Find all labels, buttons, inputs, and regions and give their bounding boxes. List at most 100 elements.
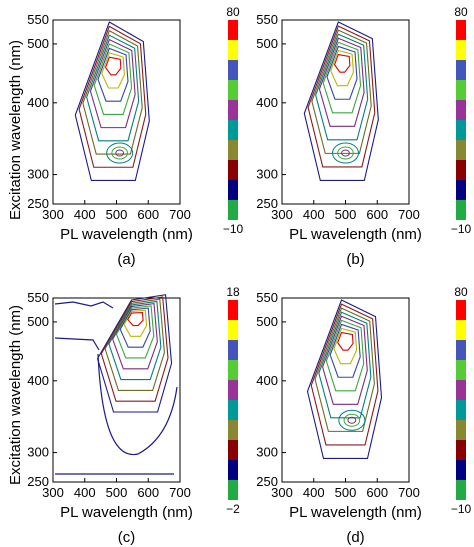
colorbar-segment: [456, 140, 466, 160]
colorbar-min-label: −10: [223, 222, 244, 236]
colorbar-max-label: 80: [226, 5, 240, 19]
contour-level-4: [86, 34, 140, 142]
x-tick-label: 600: [366, 485, 388, 500]
y-tick-label: 500: [256, 314, 278, 329]
colorbar-segment: [228, 120, 238, 140]
contour-level-2: [310, 303, 379, 446]
contour-level-5: [318, 37, 365, 127]
contour-level-8: [101, 52, 125, 89]
y-tick-label: 500: [27, 314, 49, 329]
colorbar-segment: [456, 420, 466, 440]
contour-level-4: [318, 311, 372, 419]
contour-level-6: [93, 43, 133, 115]
colorbar-segment: [228, 300, 238, 320]
colorbar-segment: [456, 440, 466, 460]
colorbar-segment: [456, 320, 466, 340]
colorbar-segment: [228, 80, 238, 100]
y-tick-label: 550: [27, 12, 49, 27]
y-tick-label: 300: [256, 445, 278, 460]
contour-level-6: [322, 41, 362, 114]
colorbar-segment: [456, 300, 466, 320]
contour-level-8: [333, 327, 358, 365]
y-tick-label: 300: [27, 167, 49, 182]
colorbar-max-label: 18: [226, 285, 240, 299]
x-tick-label: 400: [303, 207, 325, 222]
colorbar-segment: [456, 340, 466, 360]
colorbar-segment: [228, 480, 238, 500]
colorbar-segment: [456, 80, 466, 100]
contour-level-4: [315, 33, 369, 141]
x-tick-label: 500: [106, 485, 128, 500]
background-noise-contour: [54, 301, 174, 475]
y-tick-label: 300: [27, 445, 49, 460]
x-tick-label: 300: [42, 207, 64, 222]
colorbar-segment: [228, 140, 238, 160]
x-tick-label: 700: [398, 207, 420, 222]
x-axis-title: PL wavelength (nm): [289, 226, 422, 243]
colorbar-segment: [456, 360, 466, 380]
colorbar-segment: [456, 120, 466, 140]
contour-level-4: [108, 300, 162, 381]
contour-level-7: [329, 323, 361, 378]
y-tick-label: 500: [256, 36, 278, 51]
colorbar-segment: [456, 480, 466, 500]
x-tick-label: 400: [303, 485, 325, 500]
contour-level-5: [89, 38, 136, 129]
x-tick-label: 600: [137, 485, 159, 500]
x-tick-label: 400: [74, 207, 96, 222]
x-tick-label: 400: [74, 485, 96, 500]
colorbar-segment: [228, 440, 238, 460]
contour-level-2: [307, 25, 376, 168]
contour-level-7: [119, 307, 151, 348]
contour-level-9: [333, 53, 351, 73]
colorbar-segment: [456, 20, 466, 40]
contour-level-9: [337, 331, 354, 351]
colorbar-segment: [456, 160, 466, 180]
secondary-lobe-contour-2: [111, 146, 128, 160]
x-tick-label: 600: [366, 207, 388, 222]
colorbar-min-label: −2: [226, 502, 240, 516]
contour-level-2: [100, 296, 169, 402]
contour-level-1: [96, 294, 173, 413]
colorbar-min-label: −10: [451, 502, 472, 516]
colorbar-segment: [456, 100, 466, 120]
x-tick-label: 500: [335, 207, 357, 222]
y-tick-label: 250: [256, 196, 278, 211]
y-tick-label: 400: [256, 95, 278, 110]
x-tick-label: 300: [42, 485, 64, 500]
contour-level-9: [127, 311, 144, 327]
x-axis-title: PL wavelength (nm): [60, 226, 193, 243]
colorbar-segment: [228, 200, 238, 220]
x-axis-title: PL wavelength (nm): [60, 504, 193, 521]
colorbar-segment: [228, 420, 238, 440]
colorbar-segment: [228, 180, 238, 200]
colorbar-segment: [228, 100, 238, 120]
colorbar-segment: [228, 320, 238, 340]
x-tick-label: 700: [169, 207, 191, 222]
plot-frame: [281, 19, 410, 205]
x-tick-label: 300: [271, 485, 293, 500]
contour-level-5: [112, 303, 158, 370]
contour-level-3: [82, 30, 143, 155]
y-tick-label: 550: [27, 290, 49, 305]
x-axis-title: PL wavelength (nm): [289, 504, 422, 521]
outer-contour-bowl: [97, 353, 178, 456]
y-tick-label: 250: [27, 474, 49, 489]
colorbar-segment: [228, 40, 238, 60]
colorbar-segment: [456, 380, 466, 400]
contour-level-3: [104, 298, 165, 391]
contour-level-7: [97, 47, 129, 102]
y-tick-label: 550: [256, 12, 278, 27]
contour-level-7: [326, 45, 358, 100]
secondary-lobe-contour-1: [338, 409, 366, 431]
contour-level-2: [78, 25, 147, 168]
contour-level-5: [322, 315, 368, 405]
contour-level-3: [311, 29, 372, 154]
x-tick-label: 600: [137, 207, 159, 222]
colorbar-segment: [456, 60, 466, 80]
colorbar-segment: [228, 60, 238, 80]
colorbar-segment: [228, 400, 238, 420]
x-tick-label: 300: [271, 207, 293, 222]
